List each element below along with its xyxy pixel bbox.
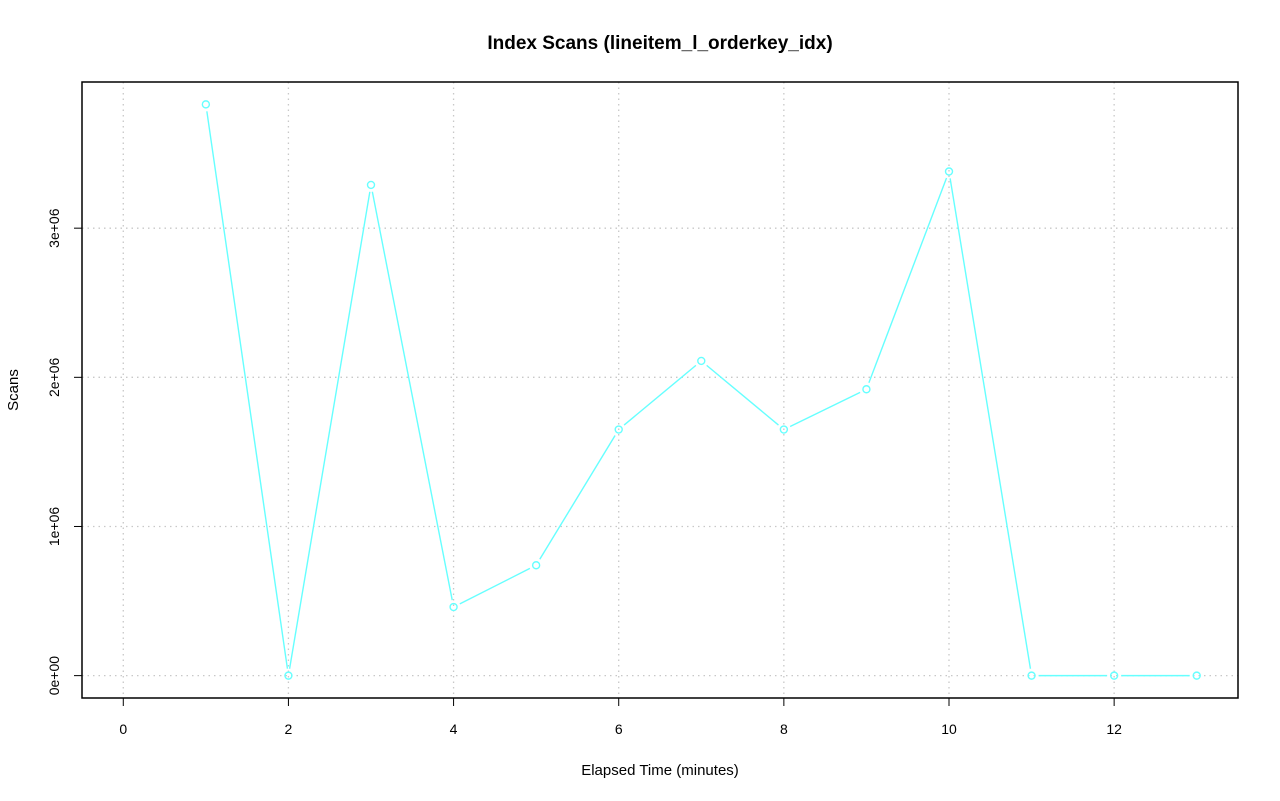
- series-line-segment: [868, 177, 948, 383]
- y-tick-label: 1e+06: [46, 507, 62, 547]
- series-line-segment: [206, 111, 289, 669]
- chart-title: Index Scans (lineitem_l_orderkey_idx): [487, 33, 832, 54]
- data-point: [366, 180, 376, 190]
- data-point: [1109, 671, 1119, 680]
- x-tick-label: 0: [119, 721, 127, 737]
- x-tick-label: 8: [780, 721, 788, 737]
- plot-area-frame: [81, 81, 1239, 699]
- data-point: [614, 425, 623, 434]
- x-tick-label: 4: [450, 721, 458, 737]
- data-point: [531, 561, 541, 570]
- data-point: [779, 425, 789, 434]
- data-point: [1192, 671, 1201, 680]
- y-tick-label: 3e+06: [46, 208, 62, 248]
- x-tick-label: 6: [615, 721, 623, 737]
- series-line-segment: [459, 567, 531, 605]
- x-tick-label: 12: [1106, 721, 1122, 737]
- data-point: [1027, 671, 1036, 680]
- series-line-segment: [949, 178, 1032, 669]
- x-tick-label: 10: [941, 721, 957, 737]
- series-line-segment: [623, 364, 697, 426]
- series-line-segment: [371, 191, 453, 601]
- x-axis: 0 2 4 6 8 10 12: [119, 697, 1122, 737]
- y-axis-label: Scans: [5, 369, 22, 411]
- data-point: [944, 167, 954, 176]
- series-layer: [201, 100, 1201, 680]
- y-axis: 0e+00 1e+06 2e+06 3e+06: [46, 208, 83, 696]
- series-line-segment: [288, 191, 371, 669]
- series-line-segment: [789, 391, 861, 428]
- series-line-segment: [706, 364, 779, 426]
- y-tick-label: 2e+06: [46, 357, 62, 397]
- y-tick-label: 0e+00: [46, 656, 62, 696]
- x-tick-label: 2: [285, 721, 293, 737]
- grid: [82, 82, 1238, 698]
- data-point: [449, 602, 458, 612]
- x-axis-label: Elapsed Time (minutes): [581, 762, 739, 779]
- data-point: [697, 356, 706, 366]
- data-point: [201, 100, 211, 109]
- series-line-segment: [539, 435, 616, 560]
- data-point: [862, 385, 871, 394]
- data-point: [284, 671, 293, 680]
